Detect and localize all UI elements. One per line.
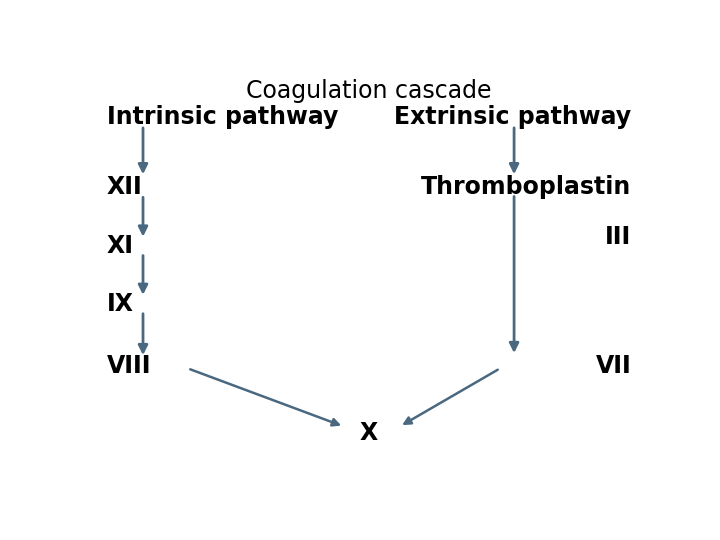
Text: XII: XII	[107, 176, 143, 199]
Text: VIII: VIII	[107, 354, 151, 378]
Text: Intrinsic pathway: Intrinsic pathway	[107, 105, 338, 129]
Text: Thromboplastin: Thromboplastin	[421, 176, 631, 199]
Text: Coagulation cascade: Coagulation cascade	[246, 79, 492, 103]
Text: XI: XI	[107, 234, 134, 258]
Text: X: X	[360, 421, 378, 445]
Text: IX: IX	[107, 292, 134, 316]
Text: VII: VII	[595, 354, 631, 378]
Text: Extrinsic pathway: Extrinsic pathway	[394, 105, 631, 129]
Text: III: III	[605, 225, 631, 249]
